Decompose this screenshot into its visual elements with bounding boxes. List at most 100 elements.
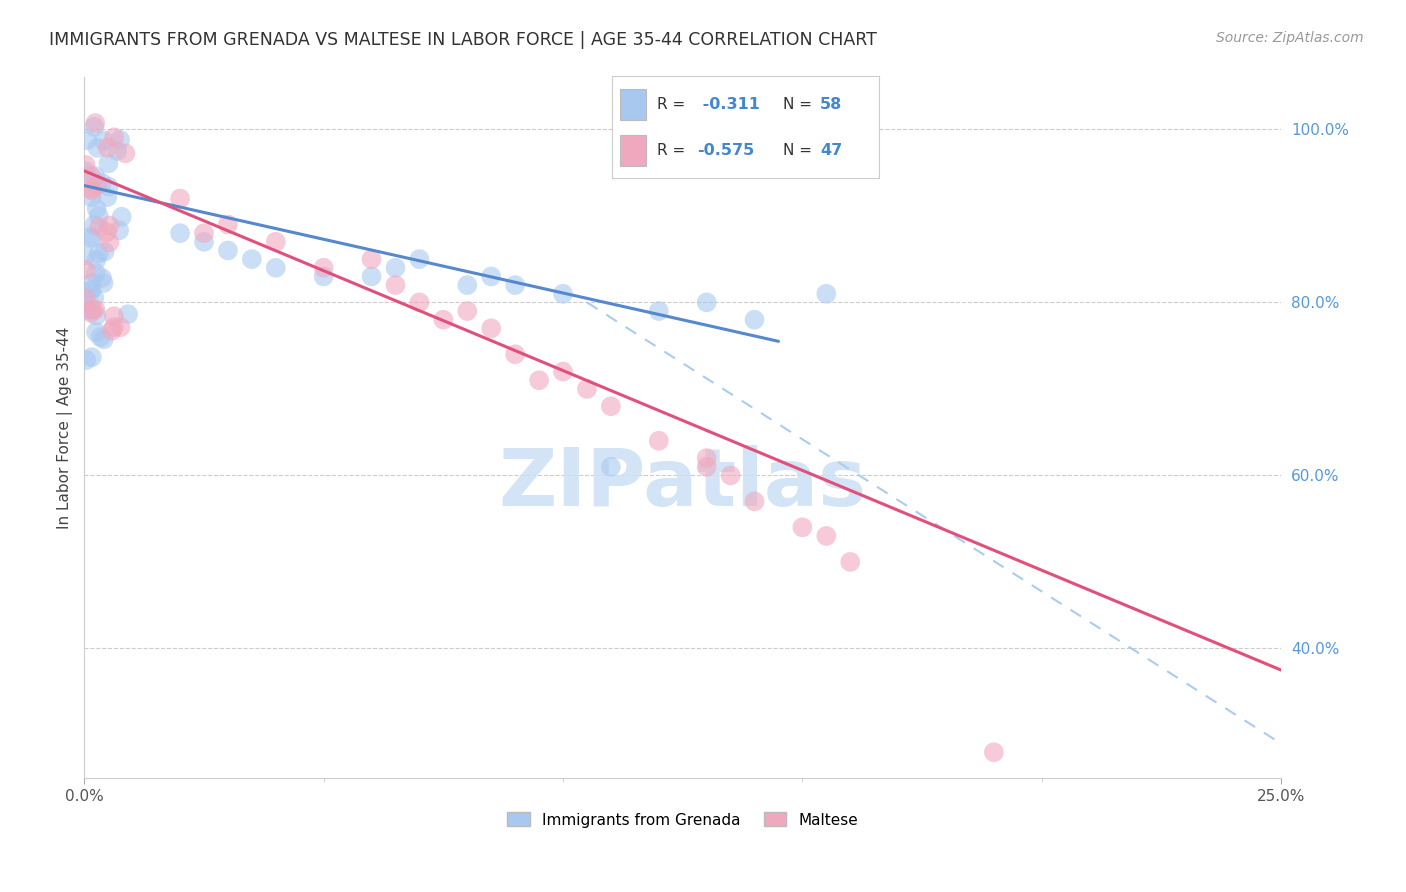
Point [217,244,239,258]
FancyBboxPatch shape [620,136,647,166]
Point [96,225,118,239]
Point [575,382,598,396]
Point [111,210,134,224]
Point [432,312,454,326]
Point [87,209,110,223]
Text: Source: ZipAtlas.com: Source: ZipAtlas.com [1216,31,1364,45]
Point [479,269,502,284]
Point [839,555,862,569]
Point [240,252,263,266]
Point [98,235,121,250]
Point [93,134,115,148]
Point [76,302,98,317]
Point [86,141,108,155]
Point [86,252,108,267]
Point [599,459,621,474]
Point [264,260,287,275]
Point [720,468,742,483]
Point [79,169,101,183]
FancyBboxPatch shape [620,89,647,120]
Point [83,218,105,232]
Point [696,459,718,474]
Point [114,146,136,161]
Point [75,262,97,277]
Point [527,373,550,387]
Point [384,278,406,293]
Point [479,321,502,335]
Point [93,276,115,290]
Point [82,302,104,317]
Point [97,179,120,194]
Point [79,230,101,244]
Point [101,324,124,338]
Point [86,178,108,192]
Point [87,246,110,260]
Point [456,304,478,318]
Text: R =: R = [657,97,685,112]
Point [93,244,115,259]
Legend: Immigrants from Grenada, Maltese: Immigrants from Grenada, Maltese [501,806,865,834]
Point [75,292,97,306]
Point [83,291,105,305]
Point [117,307,139,321]
Point [360,269,382,284]
Point [264,235,287,249]
Point [86,309,108,323]
Point [84,302,107,317]
Point [815,286,838,301]
Point [103,310,125,324]
Point [217,218,239,232]
Point [80,285,103,299]
Point [80,190,103,204]
Point [84,169,107,183]
Point [408,252,430,266]
Point [103,130,125,145]
Point [84,266,107,280]
Point [312,260,335,275]
Point [456,278,478,293]
Point [551,365,574,379]
Text: 47: 47 [820,144,842,158]
Point [110,320,132,334]
Point [599,399,621,413]
Text: N =: N = [783,97,811,112]
Point [696,451,718,466]
Point [98,219,121,233]
Point [408,295,430,310]
Text: IMMIGRANTS FROM GRENADA VS MALTESE IN LABOR FORCE | AGE 35-44 CORRELATION CHART: IMMIGRANTS FROM GRENADA VS MALTESE IN LA… [49,31,877,49]
Point [75,353,97,368]
Point [80,306,103,320]
Point [384,260,406,275]
Point [97,141,120,155]
Point [503,278,526,293]
Point [75,302,97,317]
Point [648,434,671,448]
Point [89,330,111,344]
Point [96,190,118,204]
Point [103,320,125,334]
Text: -0.311: -0.311 [697,97,761,112]
Point [193,235,215,249]
Point [551,286,574,301]
Point [80,282,103,296]
Point [80,276,103,290]
Text: -0.575: -0.575 [697,144,755,158]
Point [83,120,105,134]
Y-axis label: In Labor Force | Age 35-44: In Labor Force | Age 35-44 [58,326,73,529]
Text: ZIPatlas: ZIPatlas [499,445,868,523]
Point [76,133,98,147]
Point [75,248,97,262]
Point [193,226,215,240]
Point [97,156,120,170]
Point [648,304,671,318]
Point [86,202,108,216]
Point [87,220,110,235]
Point [80,231,103,245]
Text: N =: N = [783,144,811,158]
Point [75,158,97,172]
Point [744,494,766,508]
Point [360,252,382,266]
Point [80,182,103,196]
Point [84,116,107,130]
Point [696,295,718,310]
